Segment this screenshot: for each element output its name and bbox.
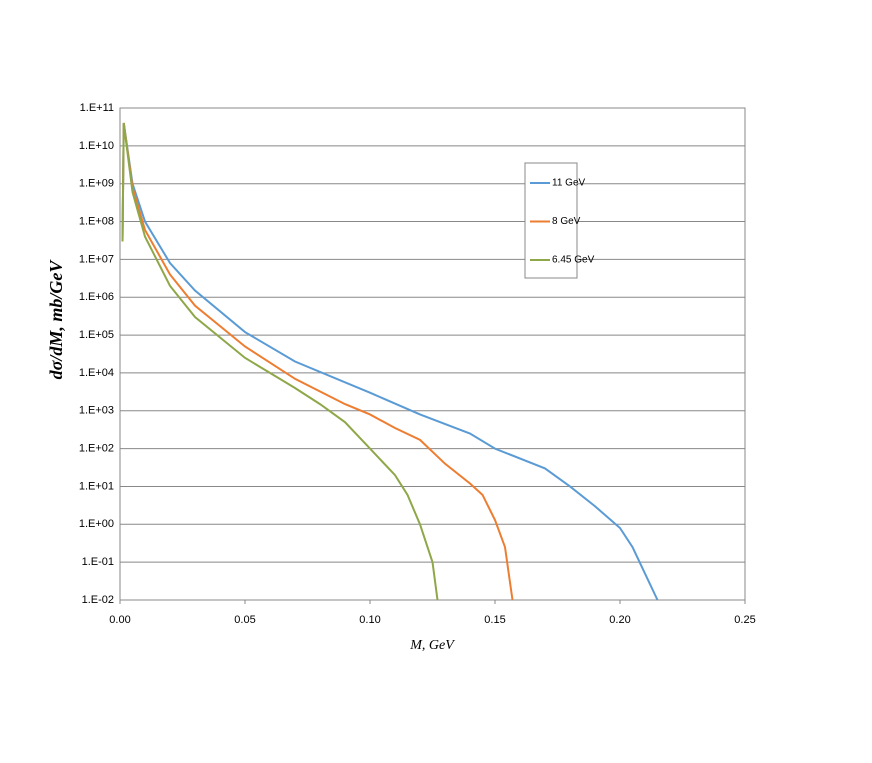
y-tick-label: 1.E+11 xyxy=(80,102,114,114)
x-axis-title: M, GeV xyxy=(409,638,455,653)
x-tick-label: 0.05 xyxy=(234,614,255,626)
y-tick-label: 1.E+03 xyxy=(79,405,114,417)
y-axis-title: dσ/dM, mb/GeV xyxy=(46,259,66,380)
x-tick-label: 0.15 xyxy=(484,614,505,626)
legend-label: 11 GeV xyxy=(552,178,585,189)
y-tick-label: 1.E+06 xyxy=(79,291,114,303)
y-tick-label: 1.E+05 xyxy=(79,329,114,341)
y-tick-label: 1.E+10 xyxy=(79,140,114,152)
line-series xyxy=(121,122,439,601)
x-tick-label: 0.20 xyxy=(609,614,630,626)
y-tick-label: 1.E+02 xyxy=(79,443,114,455)
y-tick-label: 1.E-02 xyxy=(82,594,114,606)
y-tick-label: 1.E+04 xyxy=(79,367,114,379)
legend-label: 6.45 GeV xyxy=(552,255,595,266)
x-tick-label: 0.25 xyxy=(734,614,755,626)
line-series xyxy=(121,122,659,601)
y-tick-label: 1.E+09 xyxy=(79,178,114,190)
y-tick-label: 1.E+07 xyxy=(79,253,114,265)
line-series xyxy=(121,122,514,601)
y-tick-label: 1.E+01 xyxy=(79,480,114,492)
y-tick-label: 1.E-01 xyxy=(82,556,114,568)
y-tick-label: 1.E+08 xyxy=(79,215,114,227)
y-tick-label: 1.E+00 xyxy=(79,518,114,530)
plot-frame xyxy=(119,107,746,601)
x-tick-label: 0.00 xyxy=(109,614,130,626)
legend-label: 8 GeV xyxy=(552,216,581,227)
x-tick-label: 0.10 xyxy=(359,614,380,626)
